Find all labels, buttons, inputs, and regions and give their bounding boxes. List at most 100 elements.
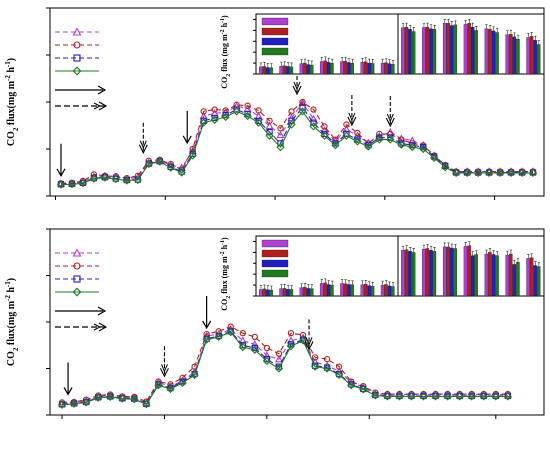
axis-label-part: flux(mg m [6,80,17,127]
inset-legend-swatch-nt [261,37,289,46]
legend-marker-cp [72,287,82,297]
data-point-cp [199,118,208,127]
precipitation-arrowhead [304,341,314,351]
data-point-cp [407,392,416,401]
inset-bar-base-cp [370,63,375,75]
inset-bar-base-cp [269,289,273,297]
inset-bar-top-rst [526,37,530,75]
inset-bar-base-cp [289,66,294,75]
inset-legend-swatch-rnt [261,249,289,258]
inset-bar-top-nt [408,29,412,75]
data-point-rnt [167,381,174,388]
inset-bar-top-nt [512,264,517,297]
axis-label-part: 2 [12,127,20,131]
inset-bar-base-nt [367,62,371,75]
axis-label-part: h [220,244,229,251]
inset-bar-top-rnt [404,26,409,75]
precipitation-arrowhead [159,368,169,378]
inset-bar-base-rst [380,284,385,297]
data-point-nt [409,142,416,149]
data-point-cp [122,176,131,185]
inset-bar-top-cp [536,44,541,75]
inset-bar-base-rst [340,283,344,297]
data-point-cp [503,392,512,401]
inset-bar-base-cp [310,288,314,297]
inset-legend-swatch-rnt [261,27,289,36]
inset-bar-base-rst [319,61,324,75]
inset-bar-top-nt [470,26,475,75]
inset-bar-top-rnt [529,36,534,75]
series-line-rst [61,328,508,405]
axis-label-part: CO [6,131,17,146]
inset-bar-base-rnt [282,288,287,297]
data-point-nt [244,111,251,118]
inset-bar-base-rst [259,66,263,75]
inset-bar-base-rst [279,288,283,297]
axis-label-part: -2 [220,251,226,256]
fertilization-legend-arrowhead [97,85,107,95]
inset-bar-top-rnt [509,253,513,297]
inset-bar-top-rst [505,34,509,75]
data-point-cp [202,335,211,344]
inset-bar-top-nt [449,25,454,75]
inset-bar-chart: CO2 flux (mg m-2 h-1) [220,13,545,89]
inset-bar-base-nt [306,288,310,297]
data-point-rnt [323,356,331,363]
inset-bar-base-rst [299,63,304,75]
legend-marker-rnt [73,262,81,270]
legend-marker-rst [72,27,82,36]
data-point-cp [238,343,247,352]
inset-bar-top-rst [422,248,426,297]
inset-bar-base-rnt [384,284,388,297]
data-point-cp [331,141,340,150]
axis-label-part: -1 [4,61,12,67]
inset-bar-base-rst [299,287,304,297]
precipitation-arrowhead [347,116,357,127]
data-point-cp [254,118,263,127]
data-point-cp [89,174,98,183]
inset-bar-top-rnt [446,246,450,297]
data-point-cp [397,140,406,149]
inset-bar-base-nt [347,284,351,297]
inset-bar-base-cp [350,62,354,75]
inset-bar-top-cp [495,32,499,75]
data-point-rnt [354,129,361,137]
axis-label-part: -1 [4,281,12,287]
data-point-rst [265,121,274,130]
inset-bar-base-nt [265,67,270,75]
inset-bar-top-cp [453,248,458,297]
inset-bar-top-rnt [467,23,471,75]
data-point-cp [190,370,199,380]
axis-label-part: flux(mg m [6,300,17,347]
precipitation-arrowhead [161,364,168,373]
data-point-cp [419,144,428,154]
data-point-cp [474,168,483,178]
data-point-rnt [288,108,295,115]
inset-bar-base-rnt [363,284,368,297]
inset-bar-top-rst [442,246,447,297]
inset-bar-top-rnt [529,257,534,297]
data-point-cp [243,112,252,121]
inset-bar-top-cp [474,254,478,297]
data-point-cp [347,381,356,390]
panel-2021: CO2 flux(mg m-2 h-1)CO2 flux (mg m-2 h-1… [4,7,545,200]
data-point-nt [299,104,306,111]
data-point-cp [286,342,296,351]
data-point-cp [455,392,464,401]
series-line-cp [60,110,533,186]
inset-bar-top-rst [401,27,405,75]
data-point-cp [310,362,320,371]
inset-bar-top-rst [463,246,468,297]
data-point-cp [177,168,186,177]
data-point-cp [178,378,187,387]
inset-bar-top-rnt [446,23,450,75]
axis-label-part: -2 [4,75,12,81]
axis-label-part: -1 [220,18,226,23]
data-point-rnt [275,350,283,357]
data-point-cp [441,163,450,172]
data-point-rnt [244,102,251,109]
inset-bar-top-cp [536,266,541,297]
data-point-cp [155,157,164,166]
axis-label-part: -2 [220,29,226,34]
